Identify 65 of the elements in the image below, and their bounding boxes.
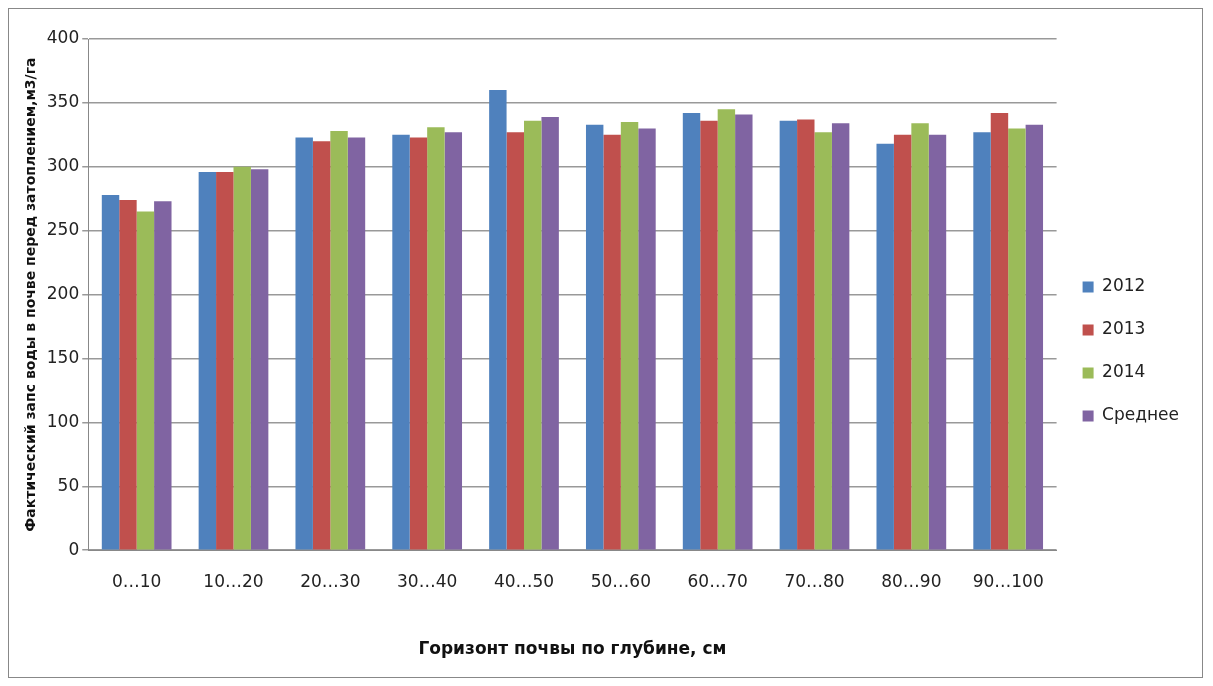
bar xyxy=(700,120,718,550)
x-tick-label: 20…30 xyxy=(300,570,361,591)
x-tick-label: 40…50 xyxy=(493,570,555,591)
x-tick-label: 30…40 xyxy=(397,570,458,591)
bar xyxy=(489,90,507,550)
bar xyxy=(779,120,798,550)
x-tick-label: 80…90 xyxy=(881,570,942,591)
bar xyxy=(101,194,120,550)
bar xyxy=(876,143,894,550)
bar xyxy=(312,141,331,550)
bar xyxy=(831,123,850,550)
bar xyxy=(638,128,656,550)
bar xyxy=(814,132,832,550)
bar xyxy=(585,124,604,550)
y-tick-label: 250 xyxy=(46,219,80,240)
legend-label: 2012 xyxy=(1102,275,1146,296)
bar xyxy=(620,122,639,550)
bar xyxy=(1025,124,1044,550)
bar xyxy=(717,109,736,550)
y-tick-label: 300 xyxy=(46,155,80,176)
bar xyxy=(154,201,172,550)
bar xyxy=(216,171,234,550)
bar xyxy=(735,114,753,550)
x-tick-label: 0…10 xyxy=(111,570,162,591)
bar xyxy=(893,134,912,550)
bar xyxy=(295,137,313,550)
legend-label: 2013 xyxy=(1102,318,1146,339)
bar xyxy=(506,132,524,550)
bar xyxy=(444,132,463,550)
bar xyxy=(973,132,991,550)
bar xyxy=(119,200,137,550)
y-tick-label: 50 xyxy=(57,474,80,495)
bar xyxy=(1008,128,1026,550)
bar xyxy=(198,171,217,550)
y-axis-title: Фактический запс воды в почве перед затоплением,м3/га xyxy=(22,57,39,532)
y-tick-label: 150 xyxy=(46,346,80,367)
bar xyxy=(409,137,428,550)
bar xyxy=(990,113,1009,550)
bar xyxy=(427,127,445,550)
bar xyxy=(136,211,155,550)
bar xyxy=(911,123,929,550)
bar xyxy=(250,169,269,550)
bar xyxy=(347,137,366,550)
bar xyxy=(928,134,947,550)
x-tick-label: 70…80 xyxy=(784,570,845,591)
y-tick-label: 400 xyxy=(46,27,80,48)
bar xyxy=(524,120,542,550)
y-tick-label: 100 xyxy=(46,410,80,431)
bar xyxy=(541,116,559,550)
legend-label: 2014 xyxy=(1102,361,1146,382)
bar xyxy=(392,134,410,550)
legend-label: Среднее xyxy=(1102,404,1180,425)
x-tick-label: 50…60 xyxy=(590,570,651,591)
y-tick-label: 350 xyxy=(46,91,80,112)
x-tick-label: 60…70 xyxy=(687,570,748,591)
x-tick-label: 10…20 xyxy=(203,570,264,591)
bar xyxy=(330,131,348,550)
bar xyxy=(682,113,701,550)
x-axis-title: Горизонт почвы по глубине, см xyxy=(418,638,727,659)
bar xyxy=(603,134,621,550)
x-tick-label: 90…100 xyxy=(972,570,1044,591)
bar xyxy=(233,166,251,550)
y-tick-label: 0 xyxy=(68,538,80,559)
bar xyxy=(797,119,815,550)
y-tick-label: 200 xyxy=(46,283,80,304)
